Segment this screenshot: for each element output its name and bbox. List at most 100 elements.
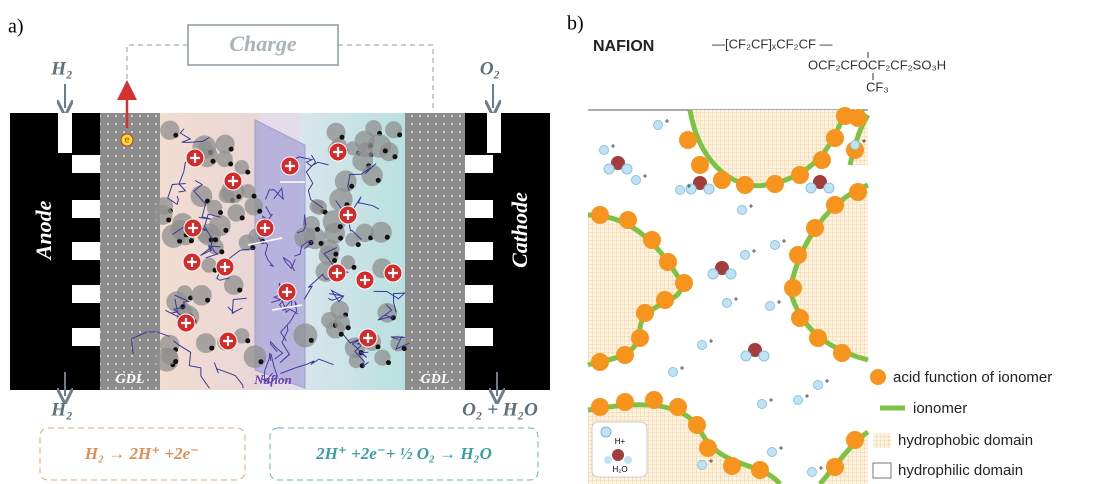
channel [465,200,493,218]
charge-sign [709,339,713,343]
carbon-particle [367,134,391,158]
platinum [385,235,390,240]
charge-sign [734,297,738,301]
formula: OCF₂CFOCF₂CF₂SO₃H [808,57,946,72]
hydronium [766,302,775,311]
hydronium [676,186,685,195]
platinum [237,288,242,293]
platinum [245,338,250,343]
hydronium [758,400,767,409]
hydrogen [726,269,736,279]
water-icon [604,456,612,464]
charge-sign [769,398,773,402]
hydrogen [686,184,696,194]
platinum [397,132,402,137]
channel [465,242,493,260]
platinum [209,346,214,351]
acid-group [826,458,844,476]
gas-label: O₂ [480,58,500,79]
acid-group [656,291,674,309]
panel-b: b) NAFION —[CF₂CF]ₓCF₂CF — OCF₂CFOCF₂CF₂… [567,13,1052,484]
panel-label: b) [567,13,584,35]
platinum [351,265,356,270]
hydronium [669,368,678,377]
charge-label: Charge [229,31,296,56]
hydrogen [759,351,769,361]
proton-icon [601,427,611,437]
carbon-particle [362,165,383,186]
hydrogen [622,164,632,174]
formula: —[CF₂CF]ₓCF₂CF — [712,36,833,51]
hydronium [654,121,663,130]
acid-group [791,309,809,327]
hydronium [698,461,707,470]
carbon-particle [335,170,357,192]
platinum [228,162,233,167]
acid-group [789,246,807,264]
platinum [173,133,178,138]
carbon-particle [371,222,392,243]
charge-sign [779,446,783,450]
legend-label: hydrophilic domain [898,462,1023,479]
platinum [250,245,255,250]
gdl-label: GDL [421,372,450,387]
acid-group [591,398,609,416]
platinum [386,360,391,365]
channel [72,200,100,218]
platinum [166,217,171,222]
inset-label: H₂O [612,465,627,474]
gas-label: H₂ [50,58,72,79]
platinum [219,249,224,254]
acid-group [616,346,634,364]
membrane-label: Nafion [253,372,292,387]
hydrogen [704,184,714,194]
platinum [392,154,397,159]
carbon-particle [244,345,267,368]
panel-label: a) [8,16,24,38]
channel [72,155,100,173]
charge-sign [777,300,781,304]
acid-group [806,219,824,237]
platinum [319,241,324,246]
acid-group [591,206,609,224]
platinum [315,227,320,232]
hydronium [768,448,777,457]
hydrogen [741,351,751,361]
hydronium [794,396,803,405]
acid-group [645,391,663,409]
hydronium [771,241,780,250]
platinum [229,147,234,152]
platinum [376,178,381,183]
platinum [349,184,354,189]
platinum [338,224,343,229]
acid-group [723,457,741,475]
platinum [205,298,210,303]
platinum [383,148,388,153]
channel [465,155,493,173]
channel [58,113,72,153]
water-icon [624,456,632,464]
acid-group [784,279,802,297]
acid-group [849,183,867,201]
channel [465,285,493,303]
gas-label: H₂ [50,399,72,420]
platinum [173,359,178,364]
hydrogen [806,183,816,193]
acid-group [699,439,717,457]
charge-sign [643,174,647,178]
reaction: 2H⁺ +2e⁻+ ½ O₂ → H₂O [315,444,492,463]
hydronium [632,176,641,185]
hydronium [723,299,732,308]
charge-sign [749,204,753,208]
charge-sign [665,119,669,123]
acid-group [813,151,831,169]
panel-a: a) Charge H₂ O₂ Anode Cathode GDL GDL Na… [8,16,550,480]
acid-group [791,166,809,184]
acid-group [636,304,654,322]
hydronium [808,468,817,477]
hydronium [600,146,609,155]
platinum [346,325,351,330]
water-icon [612,449,624,461]
channel [72,285,100,303]
hydrogen [604,164,614,174]
